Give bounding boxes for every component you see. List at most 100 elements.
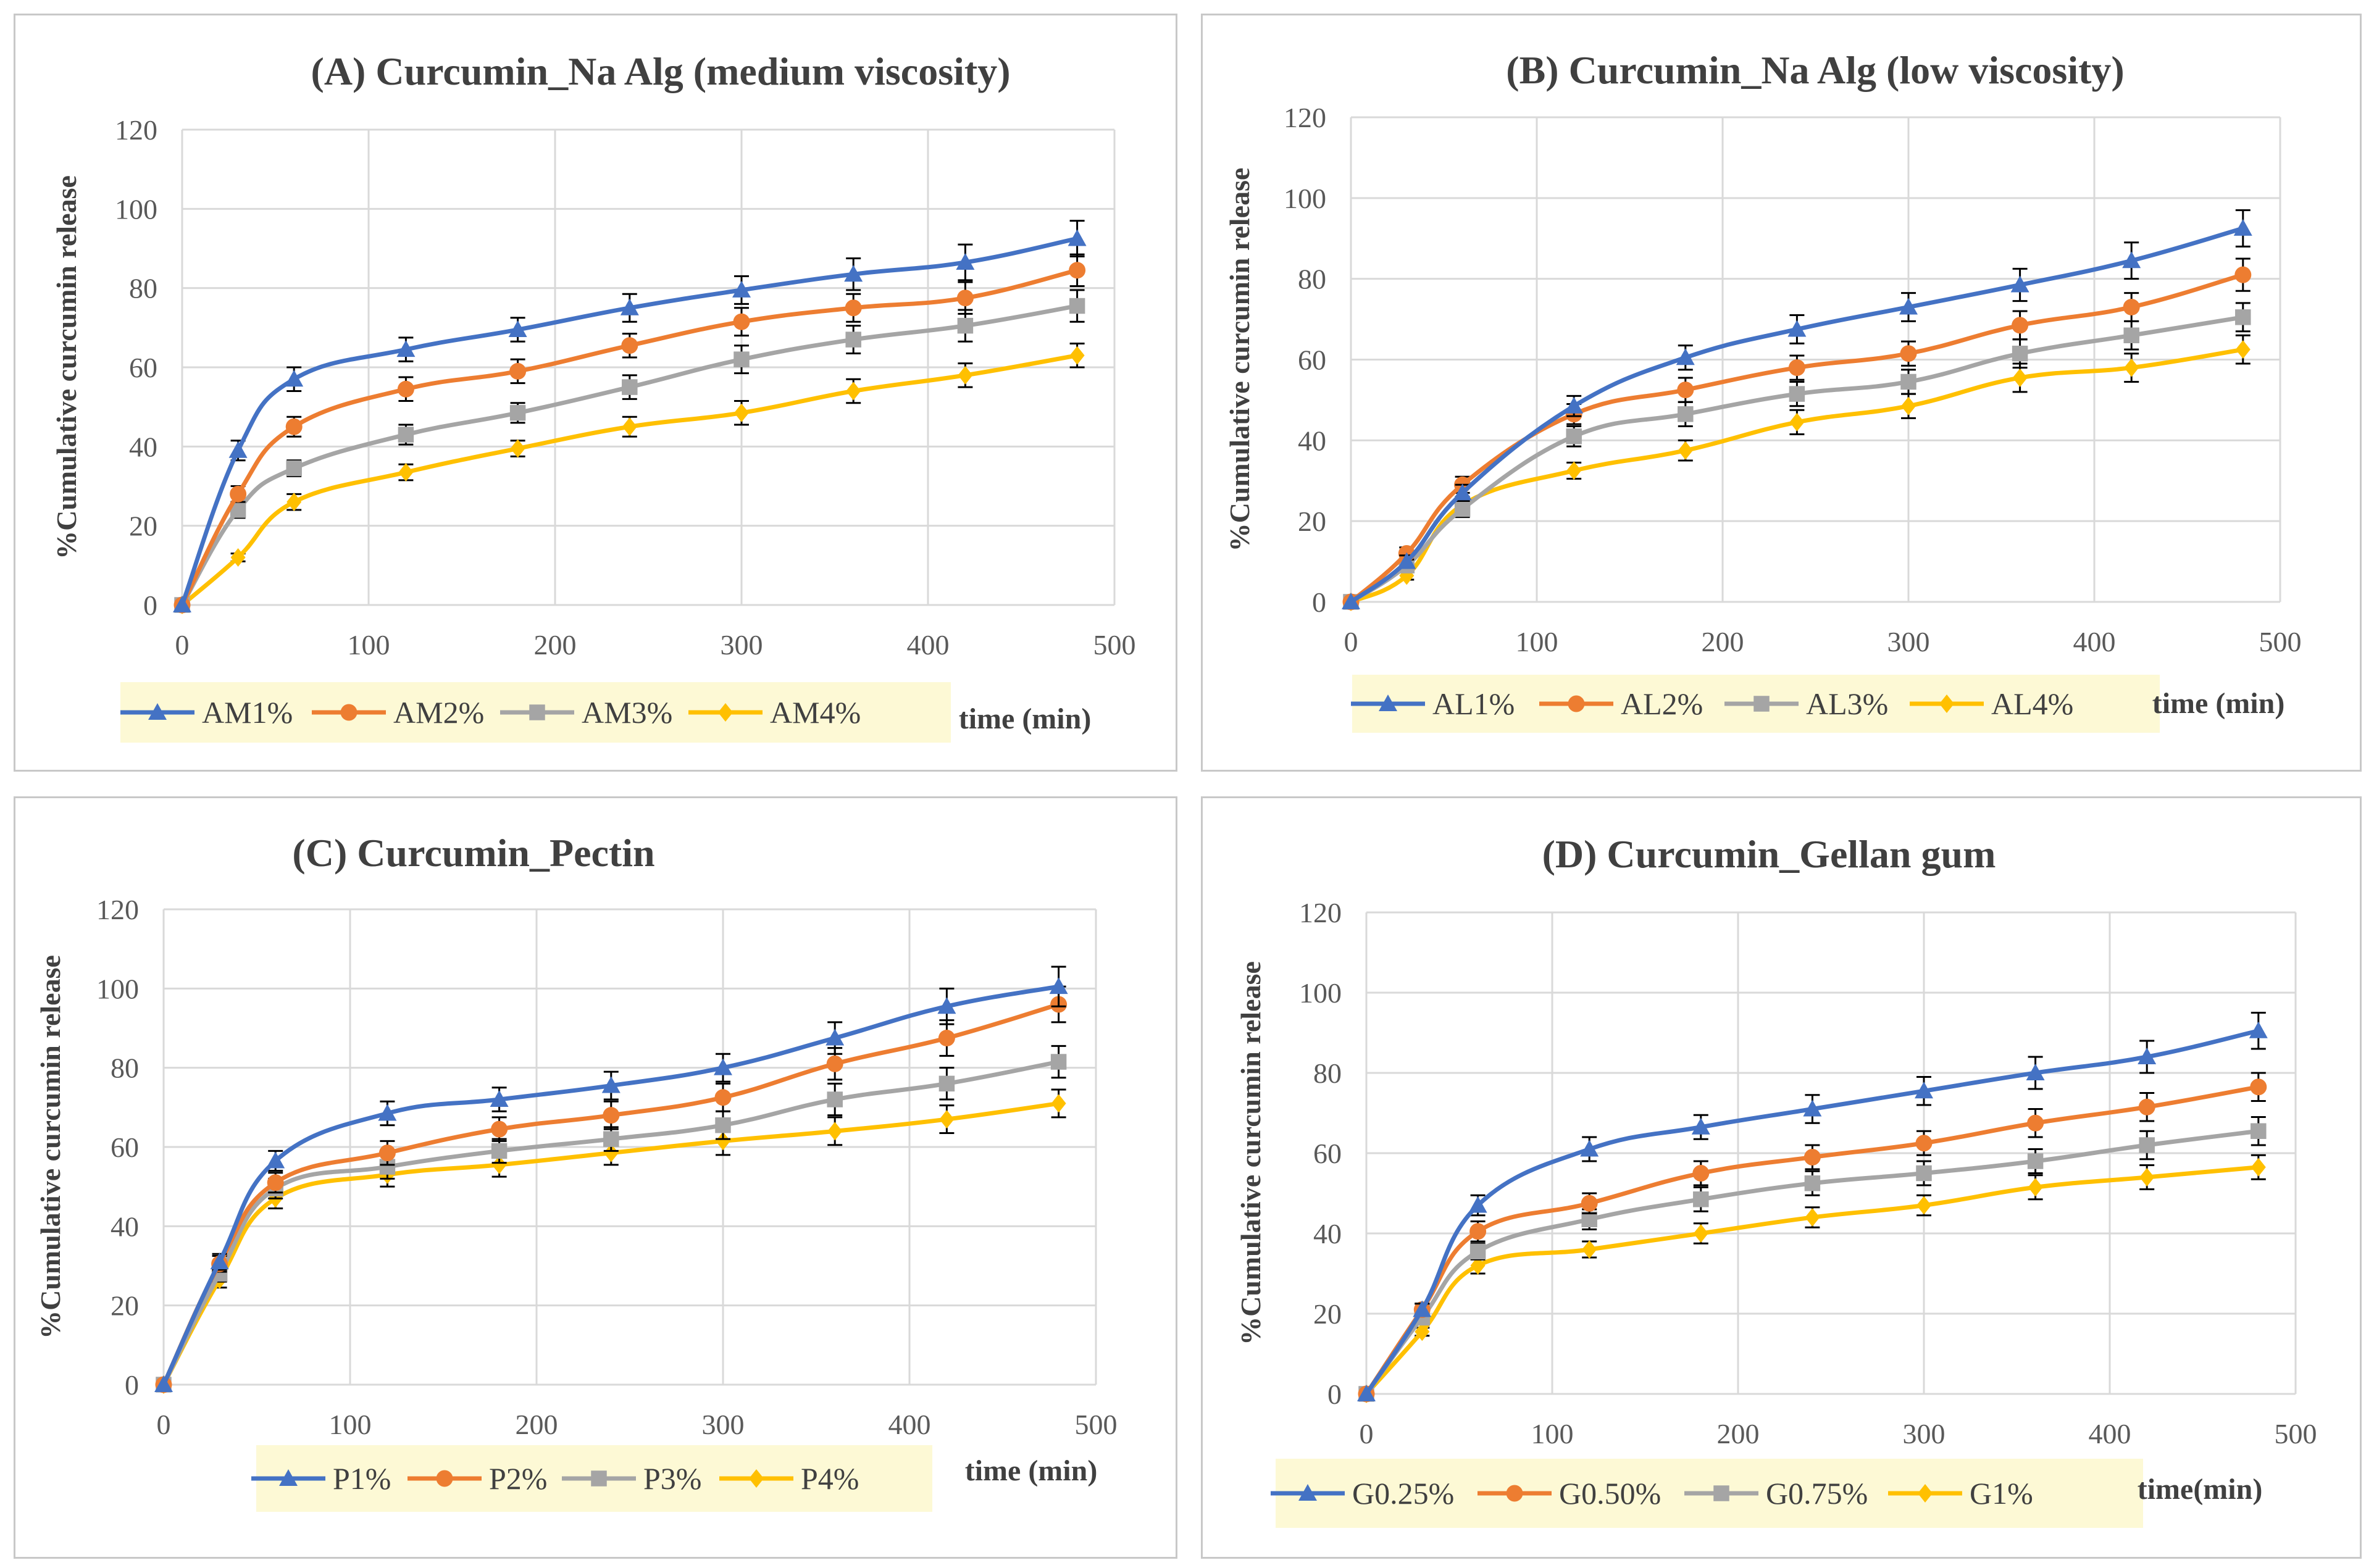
data-point: [1469, 1243, 1486, 1259]
y-tick-label: 40: [1298, 425, 1326, 456]
data-point: [826, 1055, 843, 1072]
x-tick-label: 300: [721, 629, 763, 661]
data-point: [1069, 262, 1086, 279]
data-point: [1691, 1117, 1710, 1135]
data-point: [1582, 1240, 1597, 1259]
series-G1%: [1359, 1154, 2266, 1403]
y-tick-label: 80: [1313, 1057, 1342, 1089]
data-point: [1676, 348, 1695, 365]
legend-item: P2%: [408, 1461, 547, 1496]
data-point: [154, 1375, 173, 1392]
y-tick-label: 20: [111, 1290, 139, 1322]
data-point: [1580, 1140, 1599, 1157]
legend-marker: [1939, 694, 1954, 713]
x-tick-label: 0: [1360, 1418, 1374, 1449]
legend-label: AM1%: [202, 695, 293, 730]
data-point: [1787, 320, 1807, 337]
series-P1%: [154, 965, 1068, 1392]
legend: G0.25% G0.50% G0.75% G1%: [1271, 1459, 2143, 1528]
legend-label: P1%: [333, 1461, 391, 1496]
data-point: [1678, 406, 1694, 422]
data-point: [2123, 298, 2140, 315]
data-point: [1788, 359, 1805, 377]
data-point: [509, 405, 526, 421]
legend-marker: [436, 1470, 453, 1487]
y-axis-label: %Cumulative curcumin release: [35, 955, 66, 1339]
y-tick-label: 40: [111, 1211, 139, 1242]
series-line: [180, 236, 1078, 606]
data-point: [1069, 346, 1085, 365]
x-tick-label: 400: [888, 1409, 931, 1440]
data-point: [2012, 317, 2029, 334]
legend: AL1% AL2% AL3% AL4%: [1351, 675, 2160, 733]
series-line: [161, 1059, 1060, 1386]
x-axis-label: time(min): [2138, 1473, 2263, 1506]
y-tick-label: 80: [111, 1053, 139, 1084]
legend-label: G1%: [1970, 1476, 2033, 1511]
legend-marker: [1753, 696, 1770, 712]
legend-marker: [1506, 1485, 1523, 1502]
y-tick-label: 0: [143, 590, 157, 621]
x-tick-label: 100: [1516, 626, 1558, 657]
x-tick-label: 100: [329, 1409, 372, 1440]
chart-panel-d: (D) Curcumin_Gellan gum 0 20 40 60 80 100 120 0 1…: [1201, 796, 2362, 1559]
x-tick-label: 400: [2073, 626, 2116, 657]
y-tick-label: 0: [1312, 586, 1326, 618]
data-point: [1899, 298, 1918, 315]
data-point: [621, 337, 638, 354]
x-tick-label: 0: [157, 1409, 171, 1440]
series-line: [1350, 315, 2244, 604]
x-tick-label: 300: [1903, 1418, 1946, 1449]
legend-label: AL2%: [1621, 686, 1703, 721]
data-point: [509, 362, 527, 380]
data-point: [2138, 1048, 2157, 1064]
legend-label: AM2%: [393, 695, 484, 730]
y-tick-label: 100: [1284, 183, 1326, 214]
chart-c-svg: (C) Curcumin_Pectin 0 20 40 60 80 100 120 0 100 20…: [35, 831, 1118, 1512]
chart-title: (A) Curcumin_Na Alg (medium viscosity): [311, 49, 1011, 93]
x-tick-label: 100: [1531, 1418, 1574, 1449]
data-point: [1049, 977, 1068, 995]
data-point: [734, 403, 749, 422]
data-point: [378, 1145, 396, 1162]
data-point: [2012, 368, 2028, 387]
series-AL3%: [1343, 302, 2251, 610]
x-tick-label: 200: [1702, 626, 1744, 657]
y-tick-label: 60: [1298, 344, 1326, 376]
data-point: [1566, 461, 1582, 480]
data-point: [601, 1076, 621, 1093]
data-point: [2122, 251, 2141, 269]
data-point: [958, 365, 973, 385]
data-point: [1050, 1054, 1067, 1070]
legend-marker: [718, 703, 733, 722]
series-line: [1349, 226, 2244, 604]
y-tick-label: 0: [125, 1369, 139, 1401]
legend-marker: [1918, 1484, 1933, 1503]
legend-item: AL4%: [1910, 686, 2073, 721]
chart-b-svg: (B) Curcumin_Na Alg (low viscosity) 0 20 40…: [1224, 48, 2302, 733]
legend-label: AM3%: [582, 695, 672, 730]
legend-item: P4%: [719, 1461, 859, 1496]
series-line: [1365, 1085, 2259, 1395]
x-tick-label: 500: [2275, 1418, 2317, 1449]
data-point: [491, 1143, 508, 1159]
legend-item: AM2%: [312, 695, 484, 730]
chart-a-svg: (A) Curcumin_Na Alg (medium viscosity) 0 2…: [51, 49, 1136, 743]
chart-title: (D) Curcumin_Gellan gum: [1542, 832, 1996, 876]
y-tick-label: 0: [1327, 1378, 1342, 1410]
series-line: [1365, 1165, 2259, 1396]
x-tick-label: 500: [1093, 629, 1136, 661]
y-tick-label: 100: [1299, 977, 1342, 1009]
series-AM2%: [173, 253, 1086, 614]
data-point: [1454, 501, 1471, 517]
y-tick-label: 40: [1313, 1218, 1342, 1249]
data-point: [1916, 1165, 1932, 1182]
data-point: [173, 596, 191, 612]
data-point: [2012, 345, 2028, 362]
x-axis-label: time (min): [965, 1454, 1098, 1487]
data-point: [2027, 1153, 2044, 1169]
data-point: [1068, 229, 1087, 246]
legend-item: AM4%: [688, 695, 861, 730]
data-point: [267, 1174, 284, 1191]
legend-item: P1%: [251, 1461, 391, 1496]
